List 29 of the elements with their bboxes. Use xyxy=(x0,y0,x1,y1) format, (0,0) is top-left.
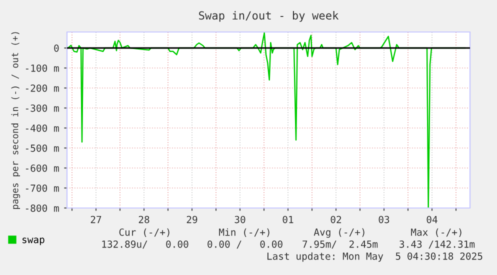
y-tick-label: -300 m xyxy=(26,104,59,112)
text: Last update: Mon May 5 04:30:18 2025 xyxy=(267,252,482,262)
x-tick-label: 03 xyxy=(378,216,390,224)
text: 0.00 / 0.00 xyxy=(208,240,282,249)
chart-title: Swap in/out - by week xyxy=(199,11,339,22)
x-tick-label: 28 xyxy=(138,216,150,224)
y-tick-label: 0 xyxy=(54,44,59,52)
x-tick-label: 04 xyxy=(426,216,438,224)
x-tick-label: 01 xyxy=(282,216,294,224)
y-tick-label: -100 m xyxy=(26,64,59,72)
x-tick-label: 27 xyxy=(90,216,102,224)
y-tick-label: -200 m xyxy=(26,84,59,92)
text: 7.95m/ 2.45m xyxy=(302,240,378,249)
x-tick-label: 02 xyxy=(330,216,342,224)
legend-label: swap xyxy=(22,238,44,246)
y-tick-label: -600 m xyxy=(26,164,59,172)
y-tick-label: -700 m xyxy=(26,184,59,192)
text: Avg (-/+) xyxy=(314,228,364,238)
y-tick-label: -800 m xyxy=(26,204,59,212)
y-axis-title: pages per second in (-) / out (+) xyxy=(11,32,20,209)
text: Min (-/+) xyxy=(219,228,270,237)
x-tick-label: 30 xyxy=(234,216,246,224)
text: Cur (-/+) xyxy=(119,228,170,237)
text: 3.43 /142.31m xyxy=(400,240,475,249)
y-tick-label: -500 m xyxy=(26,144,59,152)
text: Max (-/+) xyxy=(411,228,462,237)
text: 132.89u/ 0.00 xyxy=(102,240,188,249)
x-tick-label: 29 xyxy=(186,216,198,224)
y-tick-label: -400 m xyxy=(26,124,59,132)
